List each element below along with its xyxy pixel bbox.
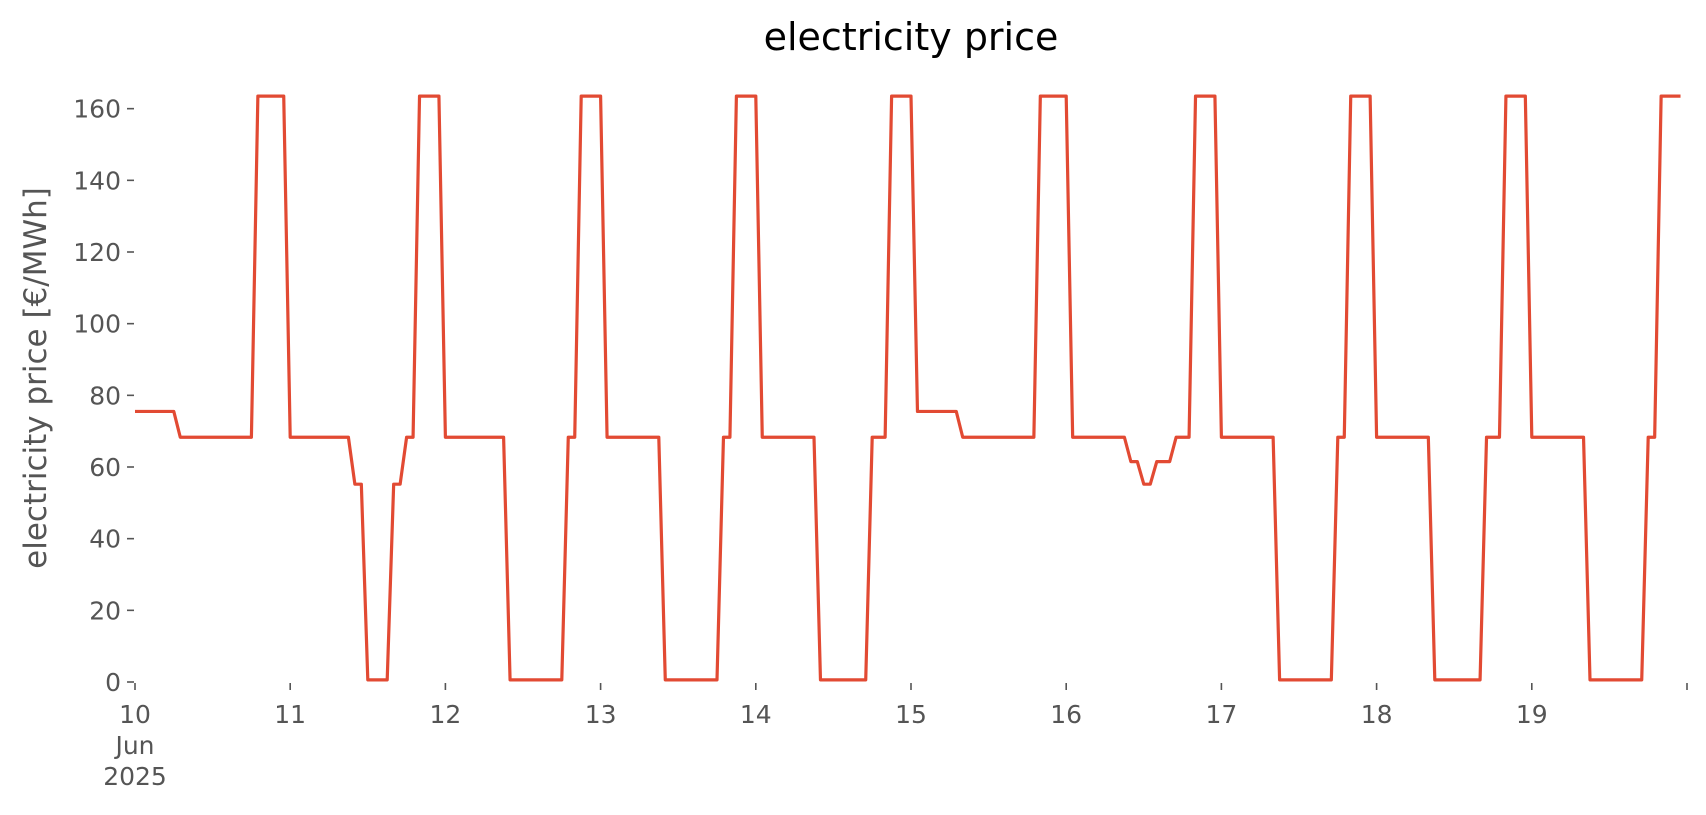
- y-tick-label: 20: [89, 596, 121, 625]
- chart-title: electricity price: [764, 15, 1059, 59]
- x-tick-label: 19: [1516, 700, 1548, 729]
- x-tick-label: 11: [274, 700, 306, 729]
- series-line-electricity-price: [135, 94, 1681, 682]
- x-tick-label: 18: [1361, 700, 1393, 729]
- y-axis-label: electricity price [€/MWh]: [18, 187, 54, 569]
- x-tick-label: 16: [1050, 700, 1082, 729]
- y-tick-label: 60: [89, 453, 121, 482]
- x-tick-label: 10: [119, 700, 151, 729]
- x-tick-label: 17: [1205, 700, 1237, 729]
- y-tick-label: 40: [89, 525, 121, 554]
- y-axis: 0 20 40 60 80 100 120 140 160: [73, 95, 134, 697]
- y-tick-label: 0: [105, 668, 121, 697]
- y-tick-label: 100: [73, 310, 121, 339]
- x-tick-label: 14: [740, 700, 772, 729]
- x-tick-sublabel: Jun: [113, 731, 154, 760]
- y-tick-label: 80: [89, 381, 121, 410]
- x-tick-sublabel: 2025: [103, 762, 167, 791]
- x-tick-label: 15: [895, 700, 927, 729]
- y-tick-label: 160: [73, 95, 121, 124]
- y-tick-label: 140: [73, 166, 121, 195]
- x-tick-label: 12: [429, 700, 461, 729]
- y-tick-label: 120: [73, 238, 121, 267]
- x-tick-label: 13: [585, 700, 617, 729]
